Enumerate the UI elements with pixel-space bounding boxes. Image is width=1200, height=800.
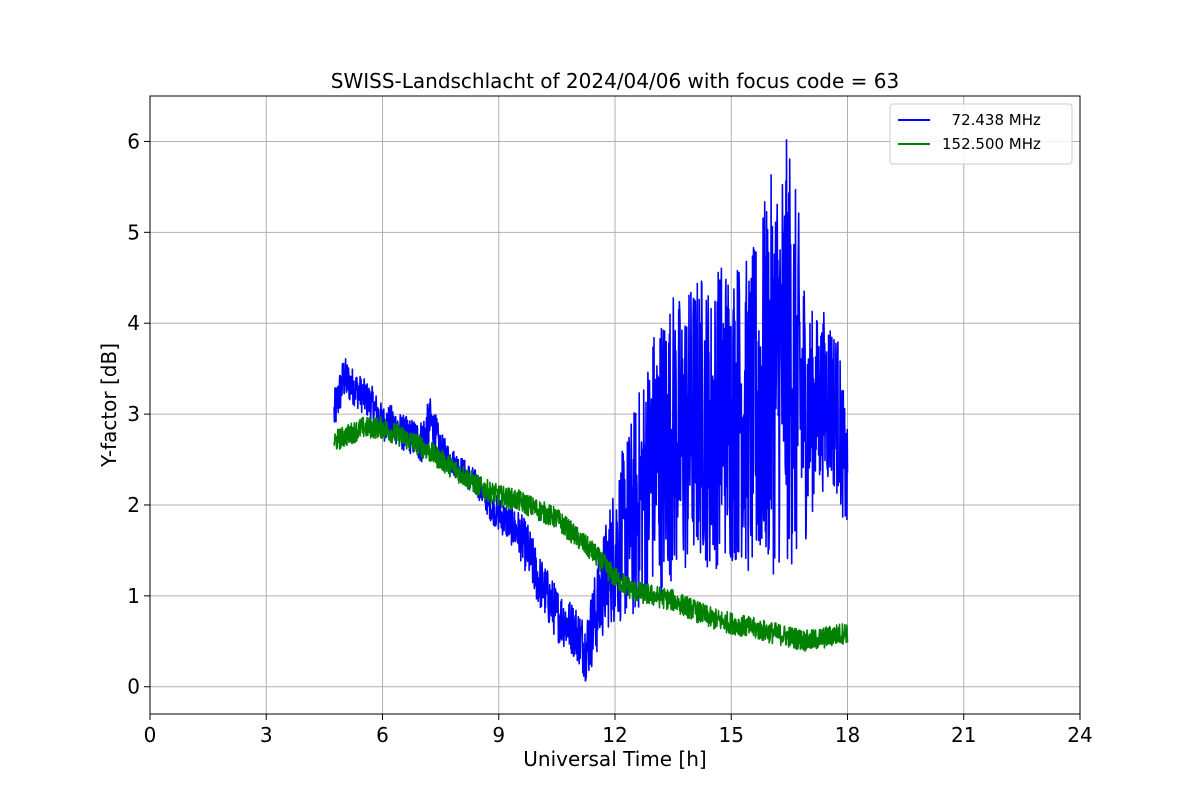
legend: 72.438 MHz 152.500 MHz [889,103,1073,165]
y-tick-label: 1 [127,584,140,608]
x-tick-label: 9 [492,723,505,747]
legend-label: 72.438 MHz [942,111,1041,129]
x-tick-label: 24 [1067,723,1092,747]
x-tick-label: 3 [260,723,273,747]
x-tick-label: 21 [951,723,976,747]
y-axis-label: Y-factor [dB] [97,343,121,468]
x-tick-label: 6 [376,723,389,747]
legend-label: 152.500 MHz [942,135,1041,153]
x-tick-label: 12 [602,723,627,747]
y-tick-label: 0 [127,675,140,699]
legend-box [889,103,1073,165]
x-axis-label: Universal Time [h] [523,747,706,771]
x-tick-label: 15 [719,723,744,747]
x-tick-label: 18 [835,723,860,747]
series-line-2 [333,416,849,652]
grid [149,96,1081,714]
y-tick-label: 5 [127,220,140,244]
y-tick-label: 4 [127,311,140,335]
y-tick-label: 2 [127,493,140,517]
y-tick-label: 3 [127,402,140,426]
chart-title: SWISS-Landschlacht of 2024/04/06 with fo… [331,69,899,93]
plot-area [333,139,849,682]
y-tick-label: 6 [127,129,140,153]
series-line-1 [333,139,849,682]
x-tick-label: 0 [144,723,157,747]
